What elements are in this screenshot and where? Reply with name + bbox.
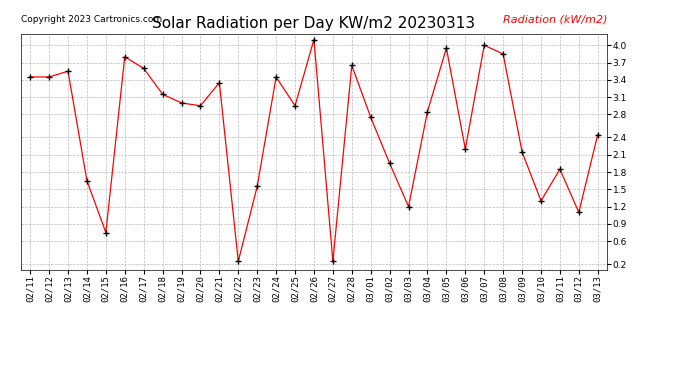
Text: Copyright 2023 Cartronics.com: Copyright 2023 Cartronics.com [21,15,162,24]
Text: Radiation (kW/m2): Radiation (kW/m2) [503,15,607,25]
Title: Solar Radiation per Day KW/m2 20230313: Solar Radiation per Day KW/m2 20230313 [152,16,475,31]
